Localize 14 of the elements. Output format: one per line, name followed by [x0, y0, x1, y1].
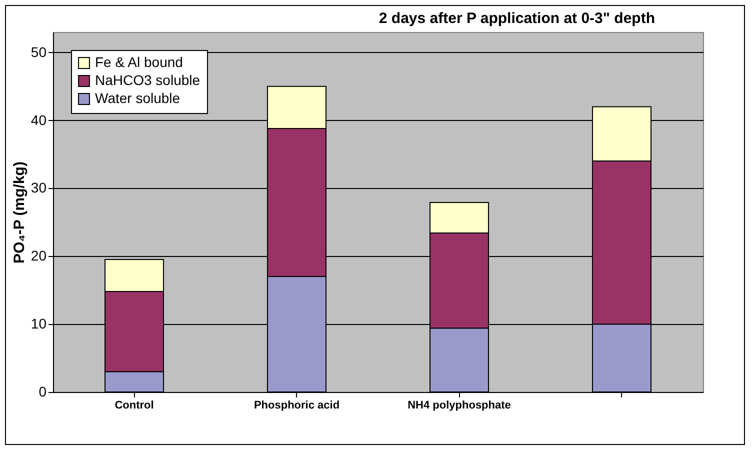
y-tick-label: 10: [30, 316, 47, 332]
y-tick-label: 0: [38, 384, 47, 400]
chart-title: 2 days after P application at 0-3" depth: [378, 10, 655, 27]
y-tick-label: 20: [30, 248, 47, 264]
legend-label: Water soluble: [95, 90, 180, 106]
legend-label: Fe & Al bound: [95, 54, 183, 70]
legend-label: NaHCO3 soluble: [95, 72, 200, 88]
y-tick-label: 40: [30, 112, 47, 128]
y-tick-label: 30: [30, 180, 47, 196]
y-axis-title: PO₄-P (mg/kg): [10, 162, 28, 264]
y-tick-label: 50: [30, 44, 47, 60]
x-tick-label: Phosphoric acid: [254, 400, 340, 412]
x-tick-label: NH4 polyphosphate: [408, 400, 511, 412]
x-tick-label: Control: [114, 400, 154, 412]
